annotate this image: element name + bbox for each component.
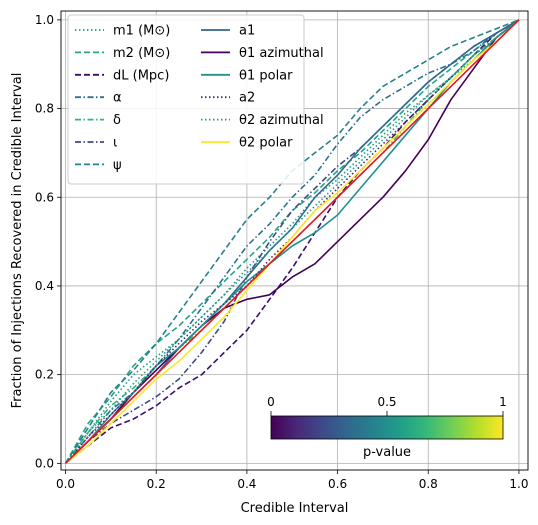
y-tick-label: 0.0 — [35, 456, 54, 470]
legend-box — [67, 14, 305, 185]
colorbar-tick-label: 0 — [267, 395, 275, 409]
series-line — [64, 19, 520, 464]
y-tick-label: 0.6 — [35, 190, 54, 204]
y-tick-label: 1.0 — [35, 13, 54, 27]
x-tick-label: 0.8 — [419, 477, 438, 491]
series-line — [64, 19, 520, 464]
series-line — [64, 19, 520, 464]
x-tick-label: 0.0 — [56, 477, 75, 491]
legend-label: θ1 polar — [239, 68, 293, 83]
plot-frame — [60, 10, 529, 471]
y-tick-label: 0.4 — [35, 279, 54, 293]
legend-label: m2 (M⊙) — [113, 46, 170, 61]
colorbar-label: p-value — [363, 445, 411, 460]
legend-label: a2 — [239, 91, 255, 106]
colorbar-tick-label: 1 — [499, 395, 507, 409]
plot-lines — [64, 19, 520, 464]
legend-label: θ2 azimuthal — [239, 113, 324, 128]
legend-label: a1 — [239, 24, 255, 39]
legend-label: m1 (M⊙) — [113, 24, 170, 39]
y-tick-label: 0.8 — [35, 102, 54, 116]
colorbar-gradient — [270, 415, 504, 440]
x-tick-label: 0.4 — [237, 477, 256, 491]
series-line — [65, 19, 520, 464]
x-axis-label: Credible Interval — [241, 501, 349, 516]
legend-label: dL (Mpc) — [113, 68, 169, 83]
ticks: 0.0 0.2 0.4 0.6 0.8 1.0 0.0 0.2 0.4 0.6 0.8 1.0 — [35, 13, 529, 491]
x-tick-label: 0.6 — [328, 477, 347, 491]
series-line — [64, 19, 520, 464]
legend-label: ι — [113, 136, 117, 151]
legend-label: θ2 polar — [239, 136, 293, 151]
series-line — [65, 19, 520, 464]
series-line — [64, 19, 520, 464]
x-tick-label: 1.0 — [509, 477, 528, 491]
x-tick-label: 0.2 — [147, 477, 166, 491]
diagonal-line — [64, 19, 520, 464]
colorbar: p-value 0 0.5 1 — [267, 395, 507, 460]
legend-label: ψ — [113, 158, 122, 173]
legend-label: θ1 azimuthal — [239, 46, 324, 61]
y-axis-label: Fraction of Injections Recovered in Cred… — [10, 73, 25, 409]
colorbar-tick-label: 0.5 — [377, 395, 396, 409]
y-tick-label: 0.2 — [35, 368, 54, 382]
legend-label: α — [113, 91, 122, 106]
series-line — [64, 19, 520, 464]
legend-label: δ — [113, 113, 121, 128]
